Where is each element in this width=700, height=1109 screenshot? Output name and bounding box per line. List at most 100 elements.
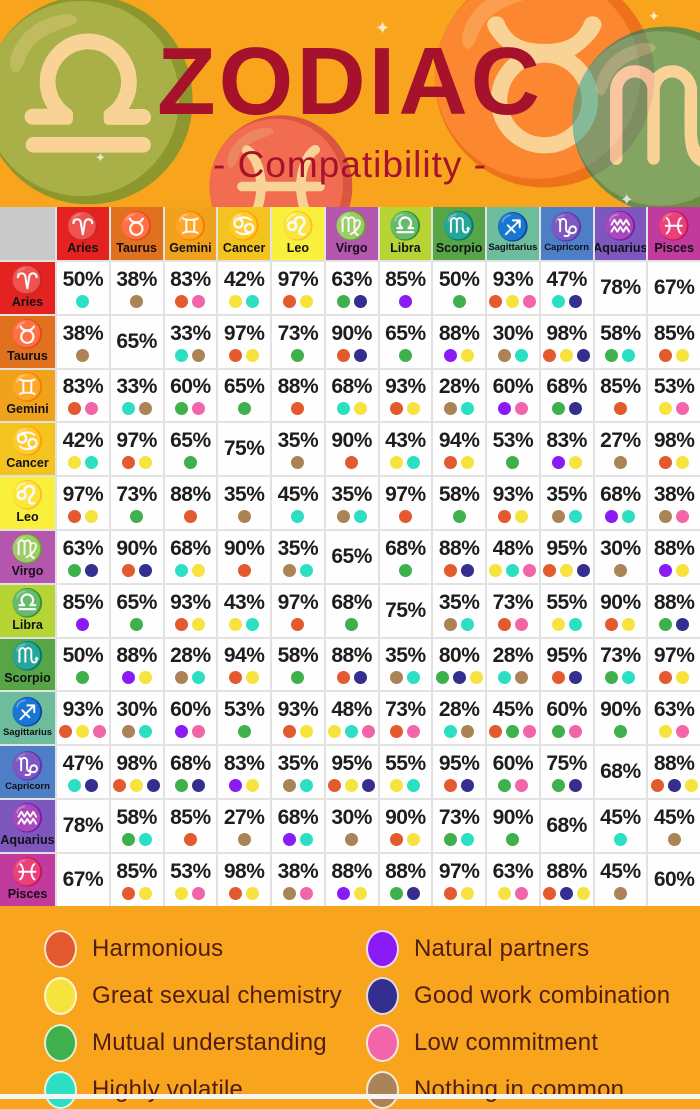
understanding-dot-icon	[237, 725, 251, 739]
partners-dot-icon	[398, 294, 412, 308]
dot-row	[175, 563, 206, 577]
dot-row	[229, 617, 260, 631]
chemistry-dot-icon	[560, 348, 574, 362]
dot-row	[452, 510, 466, 524]
sagittarius-symbol-icon: ♐	[496, 212, 530, 242]
compatibility-value: 85%	[600, 375, 641, 399]
legend-item-volatile: Highly volatile	[44, 1071, 344, 1109]
harmonious-dot-icon	[229, 671, 243, 685]
commitment-dot-icon	[676, 402, 690, 416]
harmonious-dot-icon	[489, 725, 503, 739]
compatibility-value: 28%	[438, 375, 480, 399]
legend-label: Nothing in common	[414, 1076, 625, 1103]
page-subtitle: - Compatibility -	[213, 144, 487, 185]
compatibility-value: 27%	[223, 805, 265, 829]
dot-row	[229, 779, 260, 793]
dot-row	[551, 671, 582, 685]
dot-row	[551, 294, 582, 308]
understanding-dot-icon	[659, 617, 673, 631]
compatibility-value: 38%	[116, 267, 157, 291]
volatile-dot-icon	[622, 510, 636, 524]
dot-row	[121, 402, 152, 416]
dot-row	[444, 725, 475, 739]
compatibility-value: 50%	[62, 267, 104, 291]
chemistry-dot-icon	[328, 725, 342, 739]
dot-row	[328, 725, 376, 739]
harmonious-dot-icon	[291, 402, 305, 416]
compatibility-cell-libra-gemini: 93%	[164, 584, 217, 637]
dot-row	[497, 510, 528, 524]
compatibility-cell-pisces-taurus: 85%	[110, 853, 163, 906]
dot-row	[67, 510, 98, 524]
compatibility-cell-libra-libra: 75%	[379, 584, 432, 637]
compatibility-cell-cancer-taurus: 97%	[110, 423, 163, 476]
compatibility-value: 68%	[331, 590, 372, 614]
compatibility-value: 35%	[223, 483, 265, 507]
row-header-label: Leo	[16, 510, 39, 525]
compatibility-cell-virgo-scorpio: 88%	[433, 530, 485, 583]
compatibility-value: 35%	[438, 590, 480, 614]
row-header-libra: ♎ Libra	[0, 584, 55, 637]
understanding-dot-icon	[497, 779, 511, 793]
understanding-dot-icon	[435, 671, 449, 685]
compatibility-value: 68%	[170, 536, 211, 560]
dot-row	[328, 779, 376, 793]
dot-row	[336, 886, 367, 900]
compatibility-value: 35%	[385, 644, 426, 668]
dot-row	[543, 886, 591, 900]
understanding-dot-icon	[551, 402, 565, 416]
dot-row	[605, 617, 636, 631]
dot-row	[175, 402, 206, 416]
gemini-symbol-icon: ♊	[10, 372, 45, 403]
compatibility-value: 88%	[653, 536, 695, 560]
compatibility-cell-sagittarius-libra: 73%	[379, 692, 432, 745]
dot-row	[613, 456, 627, 470]
dot-row	[390, 832, 421, 846]
harmonious-dot-icon	[444, 563, 458, 577]
volatile-dot-icon	[299, 832, 313, 846]
volatile-dot-icon	[175, 563, 189, 577]
column-header-label: Capricorn	[544, 242, 590, 253]
compatibility-value: 83%	[62, 375, 104, 399]
compatibility-cell-pisces-libra: 88%	[379, 853, 432, 906]
chemistry-dot-icon	[175, 886, 189, 900]
compatibility-cell-sagittarius-capricorn: 60%	[540, 692, 593, 745]
understanding-dot-icon	[345, 617, 359, 631]
compatibility-value: 88%	[277, 375, 319, 399]
compatibility-cell-libra-pisces: 88%	[648, 584, 700, 637]
aries-symbol-icon: ♈	[10, 264, 45, 295]
compatibility-cell-scorpio-capricorn: 95%	[540, 638, 593, 691]
harmonious-dot-icon	[67, 402, 81, 416]
compatibility-value: 42%	[62, 429, 104, 453]
compatibility-value: 63%	[62, 536, 104, 560]
commitment-dot-icon	[676, 725, 690, 739]
legend-item-understanding: Mutual understanding	[44, 1024, 344, 1062]
compatibility-cell-aquarius-leo: 68%	[272, 799, 324, 852]
compatibility-value: 97%	[277, 590, 319, 614]
understanding-dot-icon	[130, 510, 144, 524]
dot-row	[76, 348, 90, 362]
column-header-gemini: ♊ Gemini	[164, 207, 217, 260]
chemistry-dot-icon	[684, 779, 698, 793]
bottom-strip	[0, 1094, 700, 1099]
compatibility-value: 67%	[653, 275, 695, 299]
dot-row	[398, 510, 412, 524]
harmonious-dot-icon	[59, 725, 73, 739]
compatibility-cell-taurus-scorpio: 88%	[433, 315, 485, 368]
compatibility-value: 75%	[546, 752, 587, 776]
work-dot-icon	[461, 779, 475, 793]
compatibility-value: 85%	[62, 590, 104, 614]
compatibility-cell-cancer-gemini: 65%	[164, 423, 217, 476]
compatibility-value: 73%	[492, 590, 534, 614]
compatibility-value: 48%	[331, 698, 372, 722]
compatibility-value: 88%	[546, 859, 587, 883]
compatibility-cell-virgo-virgo: 65%	[325, 530, 378, 583]
dot-row	[130, 617, 144, 631]
chemistry-dot-icon	[407, 832, 421, 846]
understanding-dot-icon	[551, 779, 565, 793]
common-dot-icon	[237, 510, 251, 524]
compatibility-cell-gemini-aquarius: 85%	[594, 369, 647, 422]
work-dot-icon	[461, 563, 475, 577]
harmonious-dot-icon	[328, 779, 342, 793]
compatibility-cell-aquarius-pisces: 45%	[648, 799, 700, 852]
